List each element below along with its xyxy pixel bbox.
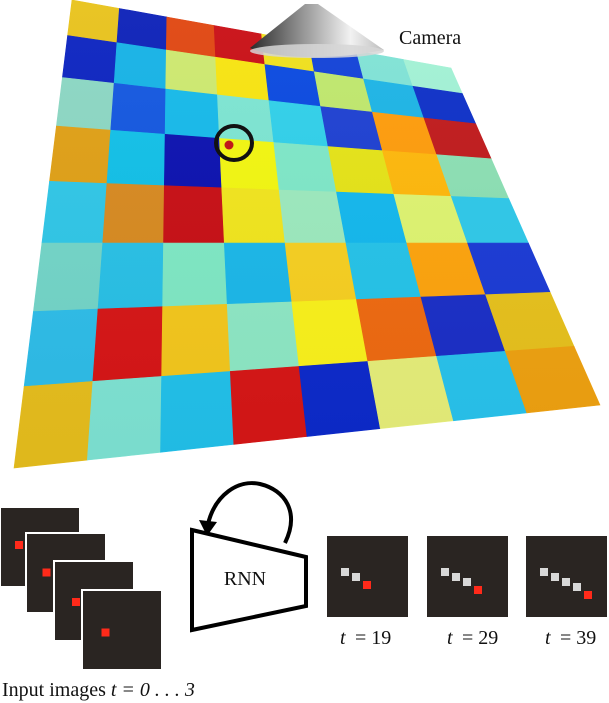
ball-highlight-ring [214, 124, 254, 162]
ball-on-floor [224, 140, 234, 150]
t-value: = 29 [462, 627, 498, 649]
floor-shading [14, 0, 600, 468]
t-value: = 39 [560, 627, 596, 649]
trajectory-point [441, 568, 449, 576]
frame-background [427, 536, 508, 617]
trajectory-point [551, 573, 559, 581]
output-frame [327, 536, 408, 617]
rnn-trapezoid [190, 527, 308, 633]
output-frame [427, 536, 508, 617]
frame-background [526, 536, 607, 617]
trajectory-point [352, 573, 360, 581]
ball-marker [15, 541, 23, 549]
trajectory-point [463, 578, 471, 586]
ball-marker [72, 598, 80, 606]
t-value: = 19 [355, 627, 391, 649]
input-caption-text: Input images [2, 679, 111, 701]
trajectory-point [573, 583, 581, 591]
camera-icon [250, 4, 384, 58]
rnn-label: RNN [224, 568, 266, 590]
trajectory-point [341, 568, 349, 576]
trajectory-point [452, 573, 460, 581]
t-symbol: t [447, 627, 453, 649]
rnn-arrow-head [199, 520, 217, 536]
trajectory-point [562, 578, 570, 586]
output-caption-19: t = 19 [340, 627, 391, 649]
ball-marker [363, 581, 371, 589]
output-caption-29: t = 29 [447, 627, 498, 649]
rnn-block: RNN [190, 481, 308, 633]
input-images-stack [0, 506, 163, 671]
checkerboard-floor [13, 0, 601, 469]
output-frame [526, 536, 607, 617]
t-symbol: t [545, 627, 551, 649]
ball-marker [584, 591, 592, 599]
ball-marker [474, 586, 482, 594]
input-frame [81, 589, 163, 671]
t-symbol: t [340, 627, 346, 649]
frame-background [327, 536, 408, 617]
camera-label: Camera [399, 27, 461, 49]
trajectory-point [540, 568, 548, 576]
output-frames [327, 536, 607, 617]
frame-background [81, 589, 163, 671]
input-caption-math: t = 0 . . . 3 [111, 679, 195, 701]
input-caption: Input images t = 0 . . . 3 [2, 679, 195, 701]
output-caption-39: t = 39 [545, 627, 596, 649]
ball-marker [42, 568, 51, 577]
ball-marker [101, 628, 110, 637]
rnn-recurrent-arrow [206, 481, 293, 544]
